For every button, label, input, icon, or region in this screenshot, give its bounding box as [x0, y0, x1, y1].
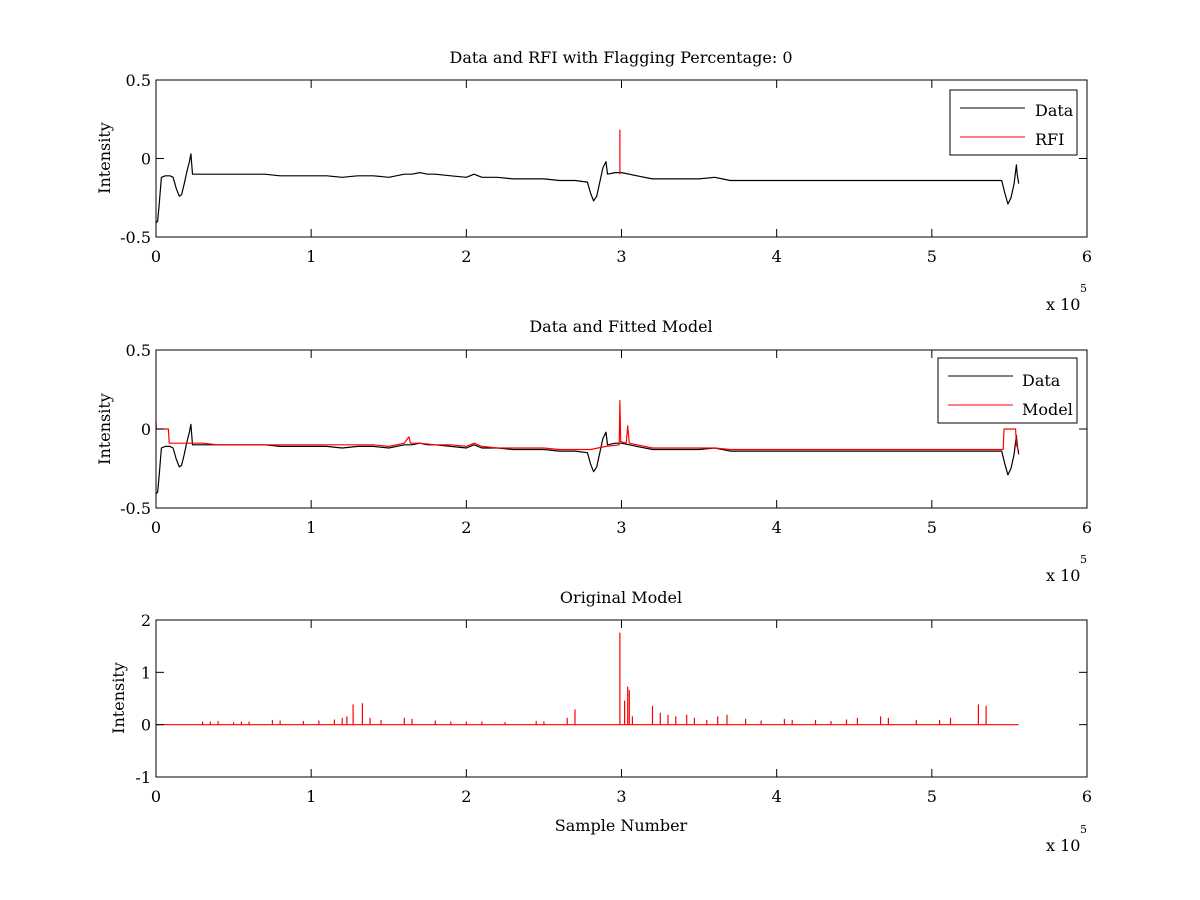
panel-2-legend-box — [937, 357, 1078, 424]
panel-3-ytick-label: 2 — [141, 611, 151, 630]
panel-3-xtick-label: 1 — [306, 787, 316, 806]
panel-3-ytick-label: 0 — [141, 716, 151, 735]
panel-2-xtick-label: 5 — [927, 518, 937, 537]
panel-2-legend: Data Model — [937, 357, 1078, 424]
panel-1-legend-box — [949, 89, 1078, 156]
panel-1-ytick-label: -0.5 — [120, 228, 151, 247]
panel-2-xtick-label: 0 — [151, 518, 161, 537]
panel-3-xtick-label: 0 — [151, 787, 161, 806]
panel-3-x-exponent: x 10 5 — [1046, 823, 1087, 855]
panel-1-xtick-label: 2 — [461, 247, 471, 266]
panel-1-legend: Data RFI — [949, 89, 1078, 156]
panel-3-ytick-label: 1 — [141, 663, 151, 682]
panel-3-xlabel: Sample Number — [555, 816, 688, 835]
panel-3-xtick-label: 4 — [772, 787, 782, 806]
panel-1-ytick-label: 0.5 — [126, 71, 151, 90]
panel-3-xtick-label: 5 — [927, 787, 937, 806]
panel-1-xtick-label: 4 — [772, 247, 782, 266]
panel-1-xtick-label: 6 — [1082, 247, 1092, 266]
panel-2-xtick-label: 3 — [616, 518, 626, 537]
panel-2-ylabel: Intensity — [95, 393, 114, 465]
panel-1: Data and RFI with Flagging Percentage: 0… — [95, 48, 1092, 314]
panel-3-xtick-label: 6 — [1082, 787, 1092, 806]
panel-1-exponent-base: x 10 — [1046, 295, 1080, 314]
panel-1-legend-label-rfi: RFI — [1035, 130, 1064, 149]
panel-1-xtick-label: 0 — [151, 247, 161, 266]
panel-1-x-exponent: x 10 5 — [1046, 282, 1087, 314]
panel-2-x-exponent: x 10 5 — [1046, 553, 1087, 585]
panel-2-xtick-label: 2 — [461, 518, 471, 537]
panel-1-legend-label-data: Data — [1035, 101, 1074, 120]
panel-2-xtick-label: 1 — [306, 518, 316, 537]
panel-2-title: Data and Fitted Model — [529, 317, 712, 336]
panel-3-series-series-0 — [156, 632, 1019, 726]
panel-1-xtick-label: 1 — [306, 247, 316, 266]
panel-2-ytick-label: 0.5 — [126, 341, 151, 360]
panel-3-ylabel: Intensity — [109, 662, 128, 734]
panel-2-series-model — [155, 400, 1020, 452]
panel-2-xtick-label: 4 — [772, 518, 782, 537]
panel-2-exponent-base: x 10 — [1046, 566, 1080, 585]
panel-2-plot-area: 0 1 2 3 4 5 6-0.500.5 — [120, 341, 1092, 537]
panel-2-ytick-label: -0.5 — [120, 499, 151, 518]
panel-3-xtick-label: 2 — [461, 787, 471, 806]
panel-2: Data and Fitted Model Intensity 0 1 2 3 4 5 6 -… — [95, 317, 1092, 585]
panel-1-series-data — [155, 153, 1020, 224]
panel-2-ytick-label: 0 — [141, 420, 151, 439]
panel-3-title: Original Model — [560, 588, 682, 607]
panel-2-legend-label-model: Model — [1022, 400, 1073, 419]
panel-3-xtick-label: 3 — [616, 787, 626, 806]
panel-2-xtick-label: 6 — [1082, 518, 1092, 537]
panel-2-exponent-power: 5 — [1080, 553, 1087, 566]
panel-2-legend-label-data: Data — [1022, 371, 1061, 390]
panel-3-exponent-base: x 10 — [1046, 836, 1080, 855]
panel-2-series-data — [155, 423, 1020, 495]
panel-1-plot-area: 0 1 2 3 4 5 6-0.500.5 — [120, 71, 1092, 266]
panel-3-ytick-label: -1 — [135, 768, 151, 787]
panel-1-exponent-power: 5 — [1080, 282, 1087, 295]
panel-3-exponent-power: 5 — [1080, 823, 1087, 836]
panel-1-xtick-label: 3 — [616, 247, 626, 266]
panel-1-title: Data and RFI with Flagging Percentage: 0 — [449, 48, 792, 67]
panel-1-ylabel: Intensity — [95, 122, 114, 194]
panel-1-xtick-label: 5 — [927, 247, 937, 266]
panel-1-ytick-label: 0 — [141, 150, 151, 169]
